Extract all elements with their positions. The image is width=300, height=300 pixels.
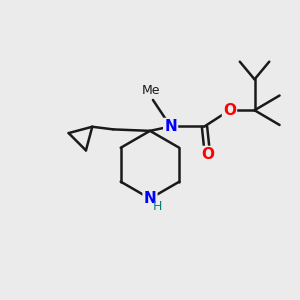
Text: H: H (153, 200, 162, 213)
Text: O: O (223, 103, 236, 118)
Text: N: N (144, 191, 156, 206)
Text: Me: Me (142, 84, 161, 97)
Text: O: O (201, 147, 214, 162)
Text: N: N (164, 119, 177, 134)
